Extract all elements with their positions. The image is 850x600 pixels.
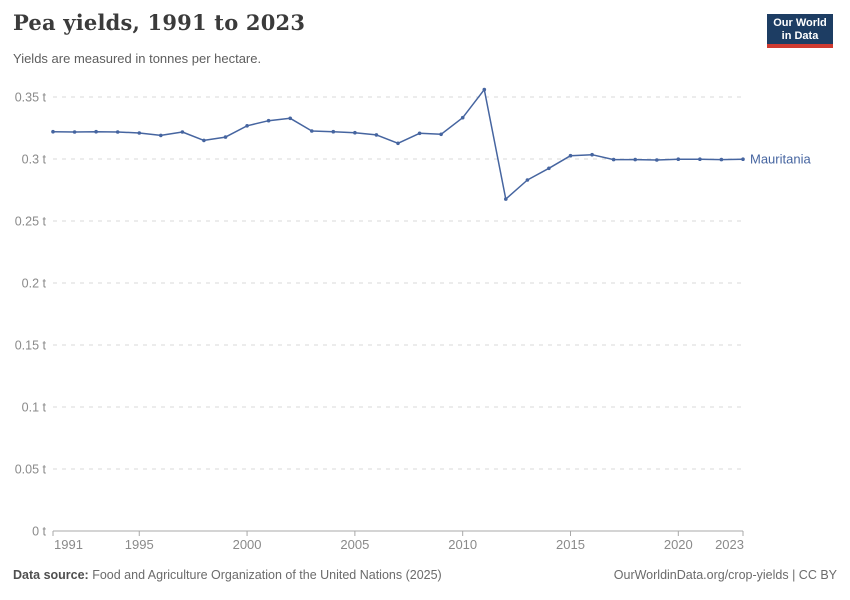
owid-logo-line1: Our World — [773, 17, 827, 29]
data-point[interactable] — [417, 131, 422, 136]
data-point[interactable] — [115, 130, 120, 134]
data-point[interactable] — [719, 157, 724, 162]
data-point[interactable] — [223, 135, 228, 139]
y-axis-tick-label: 0.1 t — [22, 401, 47, 415]
x-axis-tick-label: 2010 — [448, 537, 477, 552]
data-point[interactable] — [741, 157, 745, 161]
data-point[interactable] — [676, 157, 681, 161]
data-point[interactable] — [288, 116, 293, 121]
footer-source-text: Food and Agriculture Organization of the… — [88, 568, 442, 582]
y-axis-tick-label: 0.3 t — [22, 153, 47, 167]
data-point[interactable] — [51, 129, 55, 134]
data-point[interactable] — [396, 141, 400, 146]
data-point[interactable] — [547, 166, 551, 171]
y-axis-tick-label: 0.2 t — [22, 277, 47, 291]
data-point[interactable] — [331, 129, 336, 134]
data-point[interactable] — [72, 130, 77, 134]
y-axis-tick-label: 0.25 t — [15, 215, 47, 229]
data-point[interactable] — [137, 131, 142, 135]
data-point[interactable] — [460, 115, 465, 120]
x-axis-tick-label: 1995 — [125, 537, 154, 552]
x-axis-tick-label: 2023 — [715, 537, 744, 552]
data-point[interactable] — [525, 178, 530, 182]
x-axis-tick-label: 1991 — [54, 537, 83, 552]
data-point[interactable] — [245, 124, 249, 128]
data-point[interactable] — [568, 153, 573, 158]
data-point[interactable] — [374, 133, 379, 137]
data-point[interactable] — [698, 157, 702, 161]
data-point[interactable] — [353, 130, 357, 135]
owid-logo-line2: in Data — [781, 30, 819, 42]
y-axis-tick-label: 0 t — [32, 525, 46, 539]
y-axis-tick-label: 0.05 t — [15, 463, 47, 477]
data-point[interactable] — [180, 130, 185, 134]
chart-subtitle: Yields are measured in tonnes per hectar… — [13, 51, 262, 66]
y-axis-tick-label: 0.35 t — [15, 91, 47, 105]
data-point[interactable] — [439, 132, 443, 137]
x-axis-tick-label: 2020 — [664, 537, 693, 552]
data-point[interactable] — [266, 118, 271, 123]
x-axis-tick-label: 2000 — [233, 537, 262, 552]
footer-source: Data source: Food and Agriculture Organi… — [13, 568, 442, 582]
data-point[interactable] — [94, 129, 98, 134]
data-point[interactable] — [504, 197, 508, 201]
data-point[interactable] — [590, 152, 594, 157]
series-label-mauritania: Mauritania — [750, 152, 811, 167]
footer-rights-link[interactable]: OurWorldinData.org/crop-yields | CC BY — [613, 568, 837, 582]
data-point[interactable] — [482, 87, 487, 92]
data-point[interactable] — [611, 157, 616, 162]
y-axis-tick-label: 0.15 t — [15, 339, 47, 353]
data-point[interactable] — [159, 133, 163, 138]
x-axis-tick-label: 2015 — [556, 537, 585, 552]
data-point[interactable] — [202, 138, 206, 143]
footer-source-label: Data source: — [13, 568, 89, 582]
data-point[interactable] — [310, 129, 314, 133]
x-axis-tick-label: 2005 — [340, 537, 369, 552]
chart-title: Pea yields, 1991 to 2023 — [13, 10, 306, 35]
data-point[interactable] — [633, 157, 637, 162]
data-point[interactable] — [655, 158, 659, 162]
owid-logo[interactable]: Our World in Data — [767, 14, 833, 48]
